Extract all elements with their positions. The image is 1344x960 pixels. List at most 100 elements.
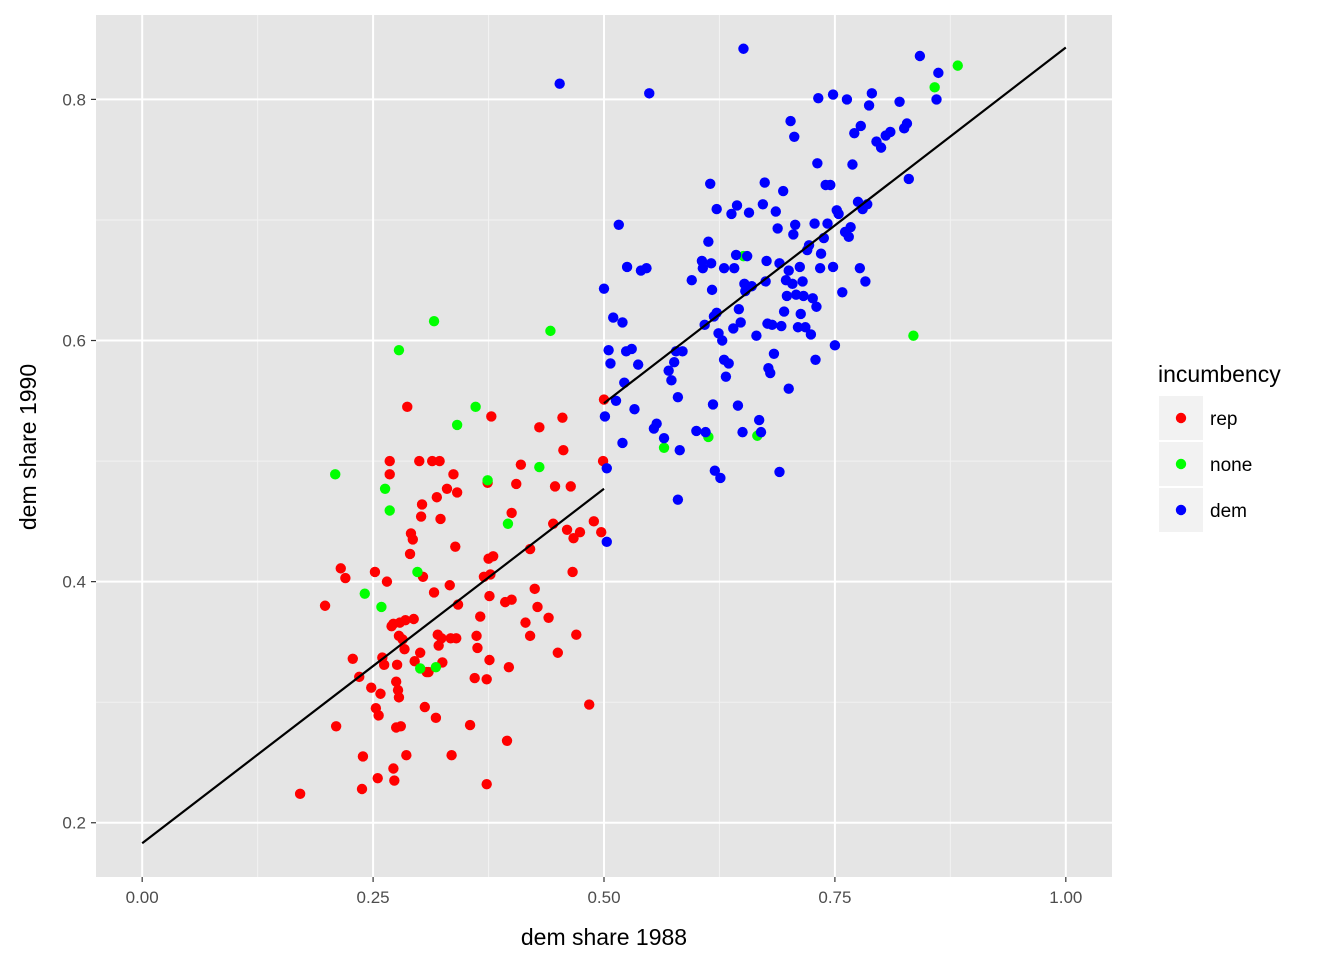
data-point-dem <box>843 231 854 243</box>
data-point-dem <box>632 359 644 370</box>
data-point-dem <box>789 219 801 230</box>
data-point-dem <box>783 383 794 394</box>
x-tick-label: 0.75 <box>818 888 851 907</box>
data-point-none <box>658 442 670 454</box>
data-point-rep <box>416 499 428 510</box>
data-point-dem <box>686 275 697 286</box>
legend-swatch-rep <box>1175 412 1187 424</box>
data-point-dem <box>781 290 793 302</box>
data-point-rep <box>409 655 420 667</box>
data-point-dem <box>776 320 787 332</box>
data-point-dem <box>845 221 856 233</box>
data-point-dem <box>601 536 612 548</box>
data-point-dem <box>746 281 757 292</box>
data-point-rep <box>399 643 410 655</box>
data-point-rep <box>501 735 513 746</box>
data-point-dem <box>715 472 726 484</box>
data-point-dem <box>697 262 709 274</box>
data-point-dem <box>778 306 790 317</box>
data-point-dem <box>829 340 841 351</box>
data-point-rep <box>565 481 576 492</box>
data-point-dem <box>658 432 670 444</box>
data-point-dem <box>827 261 839 273</box>
data-point-dem <box>807 293 818 304</box>
data-point-none <box>502 518 514 529</box>
y-tick-label: 0.2 <box>62 814 86 833</box>
data-point-dem <box>720 371 732 382</box>
data-point-rep <box>464 719 476 731</box>
data-point-none <box>412 566 423 578</box>
data-point-rep <box>319 600 331 611</box>
x-tick-label: 0.25 <box>357 888 390 907</box>
data-point-dem <box>738 43 749 54</box>
data-point-rep <box>378 659 390 671</box>
data-point-rep <box>400 615 411 626</box>
data-point-dem <box>841 94 853 105</box>
data-point-none <box>359 588 370 599</box>
data-point-dem <box>621 261 633 273</box>
data-point-dem <box>885 126 896 138</box>
data-point-dem <box>794 261 806 273</box>
data-point-none <box>376 601 387 613</box>
data-point-dem <box>707 399 719 410</box>
x-axis-title: dem share 1988 <box>521 924 687 950</box>
data-point-rep <box>373 710 384 721</box>
data-point-rep <box>481 778 492 790</box>
data-point-dem <box>933 67 944 79</box>
data-point-dem <box>894 96 905 108</box>
data-point-rep <box>511 478 522 490</box>
data-point-dem <box>815 248 827 259</box>
data-point-rep <box>584 699 595 710</box>
data-point-rep <box>414 647 426 658</box>
data-point-rep <box>427 455 438 467</box>
data-point-dem <box>706 284 718 296</box>
data-point-dem <box>733 303 745 315</box>
data-point-rep <box>391 659 403 671</box>
legend-title: incumbency <box>1158 361 1281 387</box>
data-point-dem <box>800 322 811 333</box>
data-point-rep <box>402 401 413 413</box>
x-tick-label: 0.50 <box>587 888 620 907</box>
data-point-dem <box>766 319 778 331</box>
data-point-dem <box>691 425 702 437</box>
data-point-rep <box>436 633 447 644</box>
data-point-dem <box>723 358 734 369</box>
data-point-rep <box>534 422 545 433</box>
data-point-rep <box>366 682 377 693</box>
y-tick-label: 0.4 <box>62 573 86 592</box>
data-point-dem <box>825 179 836 191</box>
data-point-rep <box>506 507 517 519</box>
data-point-dem <box>788 229 799 240</box>
data-point-dem <box>814 262 826 274</box>
legend-label-none: none <box>1210 455 1252 476</box>
legend-swatch-none <box>1175 458 1187 470</box>
data-point-rep <box>487 551 499 562</box>
data-point-rep <box>381 576 393 587</box>
data-point-dem <box>601 463 612 474</box>
data-point-dem <box>860 276 871 287</box>
data-point-none <box>952 60 963 71</box>
data-point-dem <box>757 199 769 210</box>
data-point-rep <box>330 721 342 732</box>
x-tick-label: 0.00 <box>126 888 159 907</box>
data-point-rep <box>529 583 540 595</box>
data-point-dem <box>755 426 767 438</box>
data-point-dem <box>610 395 622 406</box>
data-point-rep <box>503 662 515 673</box>
data-point-dem <box>651 418 662 429</box>
data-point-rep <box>441 483 453 494</box>
data-point-rep <box>450 541 461 552</box>
data-point-dem <box>608 312 619 323</box>
legend-label-dem: dem <box>1210 501 1247 522</box>
data-point-rep <box>340 572 351 584</box>
data-point-rep <box>446 750 457 761</box>
data-point-rep <box>404 548 416 560</box>
data-point-none <box>545 325 556 337</box>
data-point-rep <box>448 469 459 480</box>
data-point-none <box>451 419 463 431</box>
data-point-rep <box>401 750 412 761</box>
data-point-rep <box>574 527 586 538</box>
data-point-dem <box>901 118 913 129</box>
data-point-rep <box>524 630 536 642</box>
data-point-dem <box>765 367 776 379</box>
